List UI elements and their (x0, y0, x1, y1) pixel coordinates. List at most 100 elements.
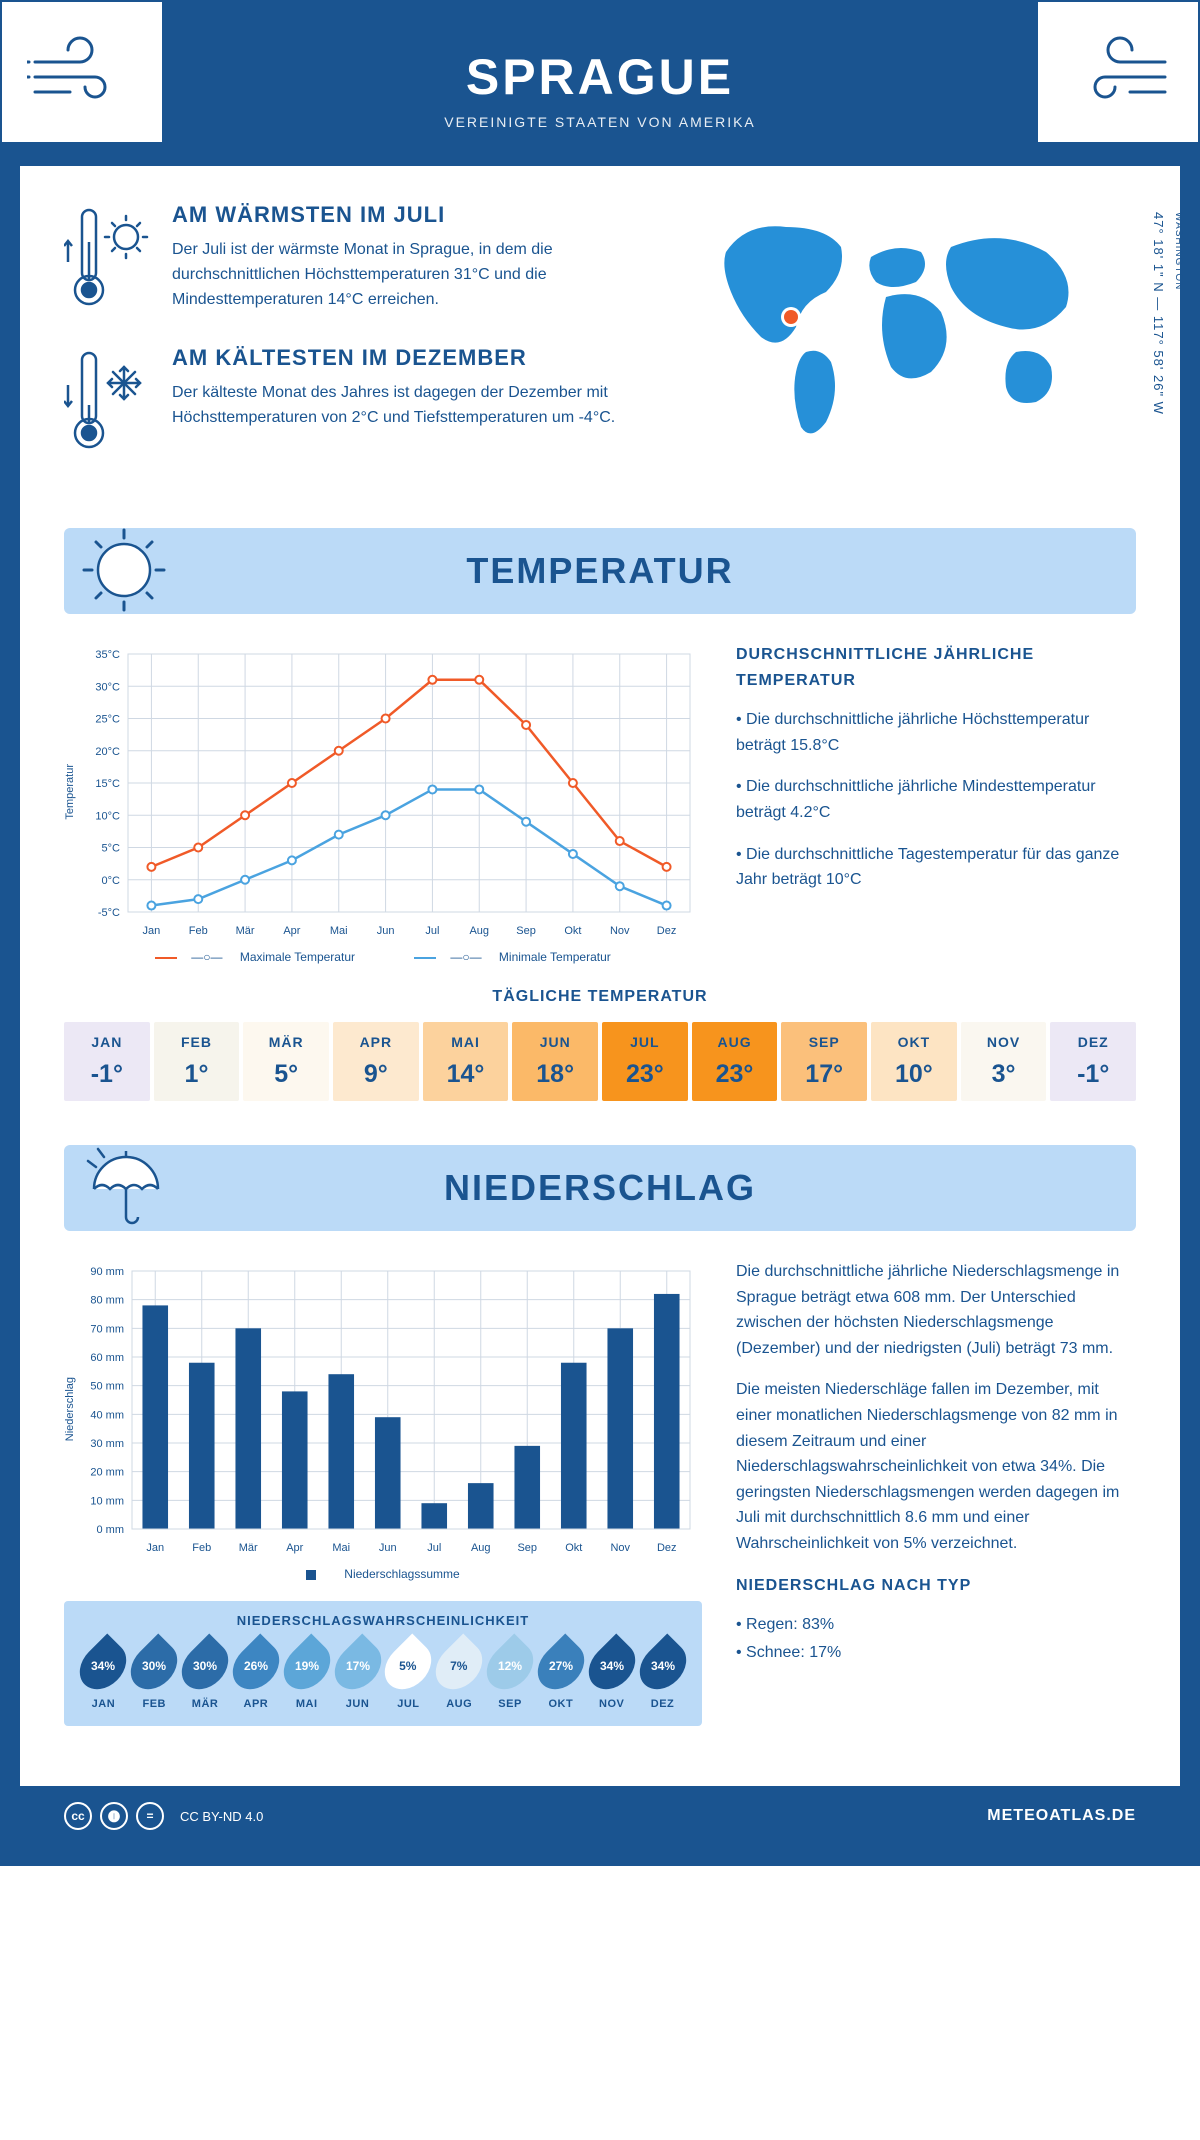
probability-drop: 26%APR (232, 1640, 279, 1710)
svg-text:5°C: 5°C (102, 843, 121, 855)
svg-text:Apr: Apr (283, 925, 300, 937)
probability-drop: 17%JUN (334, 1640, 381, 1710)
nd-icon: = (136, 1802, 164, 1830)
svg-text:25°C: 25°C (95, 714, 120, 726)
svg-text:Feb: Feb (192, 1542, 211, 1554)
daily-temp-cell: MAI14° (423, 1022, 509, 1101)
probability-drop: 30%FEB (131, 1640, 178, 1710)
map-marker-icon (784, 310, 798, 324)
svg-text:Okt: Okt (564, 925, 581, 937)
prec-type-b1: • Regen: 83% (736, 1612, 1136, 1638)
license: cc 🅘 = CC BY-ND 4.0 (64, 1802, 263, 1830)
license-text: CC BY-ND 4.0 (180, 1809, 263, 1824)
site-name: METEOATLAS.DE (987, 1807, 1136, 1825)
probability-drop: 27%OKT (537, 1640, 584, 1710)
fact-cold-title: AM KÄLTESTEN IM DEZEMBER (172, 345, 656, 371)
svg-text:Okt: Okt (565, 1542, 582, 1554)
daily-temp-cell: JAN-1° (64, 1022, 150, 1101)
svg-text:Jan: Jan (143, 925, 161, 937)
header: SPRAGUE VEREINIGTE STAATEN VON AMERIKA (20, 20, 1180, 166)
fact-warm-text: Der Juli ist der wärmste Monat in Spragu… (172, 238, 656, 312)
probability-drop: 30%MÄR (182, 1640, 229, 1710)
svg-text:Jun: Jun (379, 1542, 397, 1554)
page: SPRAGUE VEREINIGTE STAATEN VON AMERIKA (0, 0, 1200, 1866)
svg-text:Aug: Aug (471, 1542, 491, 1554)
precipitation-text: Die durchschnittliche jährliche Niedersc… (736, 1259, 1136, 1726)
prec-p2: Die meisten Niederschläge fallen im Deze… (736, 1377, 1136, 1556)
svg-text:70 mm: 70 mm (90, 1323, 124, 1335)
umbrella-icon (74, 1137, 174, 1237)
temp-side-b3: • Die durchschnittliche Tagestemperatur … (736, 842, 1136, 893)
footer: cc 🅘 = CC BY-ND 4.0 METEOATLAS.DE (20, 1786, 1180, 1846)
thermometer-sun-icon (64, 202, 154, 317)
content: AM WÄRMSTEN IM JULI Der Juli ist der wär… (20, 166, 1180, 1786)
probability-drop: 5%JUL (385, 1640, 432, 1710)
prob-title: NIEDERSCHLAGSWAHRSCHEINLICHKEIT (80, 1613, 686, 1628)
svg-text:30°C: 30°C (95, 681, 120, 693)
daily-temp-cell: NOV3° (961, 1022, 1047, 1101)
svg-text:90 mm: 90 mm (90, 1266, 124, 1278)
probability-drop: 34%NOV (588, 1640, 635, 1710)
temperature-title: TEMPERATUR (94, 550, 1106, 592)
svg-text:10 mm: 10 mm (90, 1495, 124, 1507)
svg-text:40 mm: 40 mm (90, 1409, 124, 1421)
temperature-chart: Temperatur -5°C0°C5°C10°C15°C20°C25°C30°… (64, 642, 702, 964)
fact-cold: AM KÄLTESTEN IM DEZEMBER Der kälteste Mo… (64, 345, 656, 460)
daily-temp-cell: AUG23° (692, 1022, 778, 1101)
temperature-side-text: DURCHSCHNITTLICHE JÄHRLICHE TEMPERATUR •… (736, 642, 1136, 964)
svg-text:20 mm: 20 mm (90, 1467, 124, 1479)
probability-drop: 19%MAI (283, 1640, 330, 1710)
thermometer-snow-icon (64, 345, 154, 460)
map-region: WASHINGTON (1173, 212, 1184, 290)
svg-text:-5°C: -5°C (98, 907, 120, 919)
svg-text:20°C: 20°C (95, 746, 120, 758)
svg-text:Sep: Sep (517, 1542, 537, 1554)
svg-text:15°C: 15°C (95, 778, 120, 790)
by-icon: 🅘 (100, 1802, 128, 1830)
svg-text:30 mm: 30 mm (90, 1438, 124, 1450)
svg-text:Jun: Jun (377, 925, 395, 937)
svg-text:Mär: Mär (239, 1542, 258, 1554)
world-map-svg (696, 202, 1096, 452)
probability-box: NIEDERSCHLAGSWAHRSCHEINLICHKEIT 34%JAN30… (64, 1601, 702, 1726)
prec-legend: Niederschlagssumme (64, 1567, 702, 1581)
svg-text:Jul: Jul (427, 1542, 441, 1554)
probability-drops: 34%JAN30%FEB30%MÄR26%APR19%MAI17%JUN5%JU… (80, 1640, 686, 1710)
daily-temp-cell: OKT10° (871, 1022, 957, 1101)
probability-drop: 7%AUG (436, 1640, 483, 1710)
daily-temp-cell: APR9° (333, 1022, 419, 1101)
svg-text:0°C: 0°C (102, 875, 121, 887)
probability-drop: 34%JAN (80, 1640, 127, 1710)
svg-text:50 mm: 50 mm (90, 1381, 124, 1393)
intro-row: AM WÄRMSTEN IM JULI Der Juli ist der wär… (64, 202, 1136, 488)
svg-text:Dez: Dez (657, 1542, 677, 1554)
location-subtitle: VEREINIGTE STAATEN VON AMERIKA (40, 114, 1160, 130)
svg-text:Mär: Mär (236, 925, 255, 937)
daily-temp-cell: JUN18° (512, 1022, 598, 1101)
temp-side-b1: • Die durchschnittliche jährliche Höchst… (736, 707, 1136, 758)
svg-text:Mai: Mai (330, 925, 348, 937)
world-map: WASHINGTON 47° 18' 1" N — 117° 58' 26" W (696, 202, 1136, 488)
temp-y-label: Temperatur (64, 764, 76, 820)
svg-text:Nov: Nov (610, 1542, 630, 1554)
temp-side-title: DURCHSCHNITTLICHE JÄHRLICHE TEMPERATUR (736, 642, 1136, 693)
temp-side-b2: • Die durchschnittliche jährliche Mindes… (736, 774, 1136, 825)
daily-temp-table: JAN-1°FEB1°MÄR5°APR9°MAI14°JUN18°JUL23°A… (64, 1022, 1136, 1101)
daily-temp-cell: DEZ-1° (1050, 1022, 1136, 1101)
daily-temp-title: TÄGLICHE TEMPERATUR (64, 988, 1136, 1006)
svg-text:Apr: Apr (286, 1542, 303, 1554)
svg-text:Dez: Dez (657, 925, 677, 937)
location-title: SPRAGUE (40, 48, 1160, 106)
svg-text:0 mm: 0 mm (97, 1524, 125, 1536)
prec-type-title: NIEDERSCHLAG NACH TYP (736, 1573, 1136, 1599)
prec-y-label: Niederschlag (64, 1377, 76, 1441)
svg-text:Mai: Mai (332, 1542, 350, 1554)
precipitation-row: Niederschlag 0 mm 10 mm 20 mm 30 mm 40 mm 50 … (64, 1259, 1136, 1726)
prec-type-b2: • Schnee: 17% (736, 1640, 1136, 1666)
svg-text:Sep: Sep (516, 925, 536, 937)
svg-text:Feb: Feb (189, 925, 208, 937)
probability-drop: 34%DEZ (639, 1640, 686, 1710)
daily-temp-cell: SEP17° (781, 1022, 867, 1101)
temp-legend: —○— Maximale Temperatur —○— Minimale Tem… (64, 950, 702, 964)
svg-text:Jul: Jul (425, 925, 439, 937)
